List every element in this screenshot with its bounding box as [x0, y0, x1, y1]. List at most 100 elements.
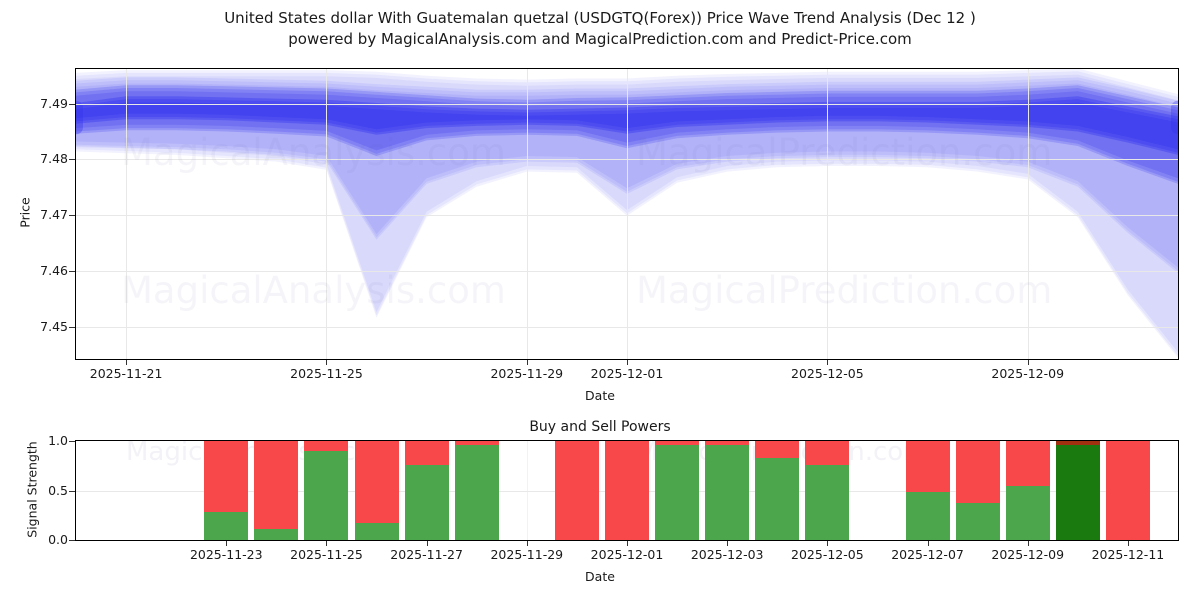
signal-bar[interactable]: [254, 441, 298, 540]
signal-bar-sell-segment: [605, 441, 649, 540]
bottom-chart-x-tick-label: 2025-12-03: [691, 547, 764, 562]
gridline: [827, 69, 828, 359]
signal-bar-sell-segment: [755, 441, 799, 458]
signal-bar-buy-segment: [204, 512, 248, 540]
signal-bar[interactable]: [405, 441, 449, 540]
bottom-chart-x-tick-label: 2025-12-11: [1092, 547, 1165, 562]
top-chart-y-tick-label: 7.46: [6, 263, 68, 278]
top-chart-x-tick-mark: [1028, 360, 1029, 365]
bottom-chart-x-tick-label: 2025-11-27: [390, 547, 463, 562]
gridline: [627, 69, 628, 359]
bottom-chart-x-tick-mark: [427, 541, 428, 546]
top-chart-x-tick-mark: [827, 360, 828, 365]
top-chart-x-axis-title: Date: [0, 388, 1200, 403]
bottom-chart-title: Buy and Sell Powers: [0, 419, 1200, 435]
signal-bar[interactable]: [304, 441, 348, 540]
top-chart-x-tick-mark: [326, 360, 327, 365]
signal-bar-buy-segment: [705, 445, 749, 540]
signal-bar-sell-segment: [555, 441, 599, 540]
signal-bar-buy-segment: [355, 523, 399, 540]
signal-bar-sell-segment: [1056, 441, 1100, 445]
bottom-chart-x-tick-label: 2025-12-07: [891, 547, 964, 562]
top-chart-y-tick-label: 7.47: [6, 207, 68, 222]
bottom-chart-x-tick-mark: [1128, 541, 1129, 546]
signal-bar-buy-segment: [254, 529, 298, 540]
signal-bar-buy-segment: [655, 445, 699, 540]
signal-bar-sell-segment: [805, 441, 849, 465]
gridline: [527, 69, 528, 359]
signal-bar[interactable]: [655, 441, 699, 540]
top-chart-x-tick-label: 2025-12-09: [991, 366, 1064, 381]
top-chart-x-tick-mark: [126, 360, 127, 365]
signal-bar[interactable]: [1106, 441, 1150, 540]
top-chart-x-tick-label: 2025-11-21: [90, 366, 163, 381]
signal-bar[interactable]: [705, 441, 749, 540]
bottom-chart-x-tick-label: 2025-12-05: [791, 547, 864, 562]
signal-bar-sell-segment: [906, 441, 950, 491]
gridline: [1028, 69, 1029, 359]
bottom-chart-x-tick-mark: [1028, 541, 1029, 546]
page-title: United States dollar With Guatemalan que…: [0, 8, 1200, 50]
top-chart-x-tick-label: 2025-11-29: [490, 366, 563, 381]
bottom-chart-x-tick-label: 2025-12-01: [591, 547, 664, 562]
bottom-chart-x-tick-label: 2025-11-25: [290, 547, 363, 562]
signal-bar[interactable]: [1056, 441, 1100, 540]
top-chart-x-tick-label: 2025-12-05: [791, 366, 864, 381]
signal-bar[interactable]: [755, 441, 799, 540]
bottom-chart-x-tick-mark: [827, 541, 828, 546]
top-chart-plot-area: MagicalAnalysis.comMagicalPrediction.com…: [75, 68, 1179, 360]
top-chart-y-tick-label: 7.48: [6, 151, 68, 166]
signal-bar-sell-segment: [956, 441, 1000, 503]
title-line-1: United States dollar With Guatemalan que…: [224, 9, 976, 27]
signal-bar-sell-segment: [455, 441, 499, 445]
bottom-chart-x-tick-mark: [226, 541, 227, 546]
wave-band-cap-start: [76, 101, 83, 134]
signal-bar[interactable]: [204, 441, 248, 540]
gridline: [326, 69, 327, 359]
signal-bar-sell-segment: [254, 441, 298, 529]
signal-bar-buy-segment: [755, 458, 799, 540]
signal-bar-sell-segment: [655, 441, 699, 445]
signal-bar-buy-segment: [1006, 486, 1050, 540]
wave-band-cap-end: [1171, 101, 1178, 134]
signal-bar[interactable]: [906, 441, 950, 540]
signal-bar-sell-segment: [204, 441, 248, 512]
signal-bar-sell-segment: [1106, 441, 1150, 540]
bottom-chart-x-tick-label: 2025-11-23: [190, 547, 263, 562]
signal-bar[interactable]: [355, 441, 399, 540]
top-chart-y-tick-label: 7.49: [6, 96, 68, 111]
chart-page: United States dollar With Guatemalan que…: [0, 0, 1200, 600]
top-chart-x-tick-label: 2025-11-25: [290, 366, 363, 381]
top-chart-x-tick-mark: [627, 360, 628, 365]
bottom-chart-y-tick-label: 0.5: [6, 483, 68, 498]
bottom-chart-inner: MagicalAnalysis.comMagicalPrediction.com: [76, 441, 1178, 540]
bottom-chart-y-tick-label: 1.0: [6, 433, 68, 448]
bottom-chart-plot-area: MagicalAnalysis.comMagicalPrediction.com: [75, 440, 1179, 541]
signal-bar-buy-segment: [956, 503, 1000, 540]
title-line-2: powered by MagicalAnalysis.com and Magic…: [0, 29, 1200, 50]
signal-bar[interactable]: [805, 441, 849, 540]
bottom-chart-x-tick-label: 2025-11-29: [490, 547, 563, 562]
bottom-chart-x-axis-title: Date: [0, 569, 1200, 584]
top-chart-x-tick-label: 2025-12-01: [591, 366, 664, 381]
signal-bar[interactable]: [1006, 441, 1050, 540]
signal-bar-buy-segment: [1056, 445, 1100, 540]
bottom-chart-x-tick-mark: [727, 541, 728, 546]
signal-bar-sell-segment: [1006, 441, 1050, 486]
signal-bar-buy-segment: [405, 465, 449, 540]
top-chart-x-tick-mark: [527, 360, 528, 365]
signal-bar[interactable]: [555, 441, 599, 540]
signal-bar[interactable]: [956, 441, 1000, 540]
signal-bar-buy-segment: [906, 492, 950, 541]
signal-bar-buy-segment: [455, 445, 499, 540]
bottom-chart-y-tick-label: 0.0: [6, 532, 68, 547]
top-chart-y-tick-label: 7.45: [6, 319, 68, 334]
bottom-chart-x-tick-mark: [326, 541, 327, 546]
signal-bar[interactable]: [455, 441, 499, 540]
signal-bar-buy-segment: [304, 451, 348, 540]
signal-bar[interactable]: [605, 441, 649, 540]
signal-bar-sell-segment: [405, 441, 449, 465]
signal-bar-sell-segment: [355, 441, 399, 523]
top-chart-inner: MagicalAnalysis.comMagicalPrediction.com…: [76, 69, 1178, 359]
bottom-chart-x-tick-mark: [527, 541, 528, 546]
